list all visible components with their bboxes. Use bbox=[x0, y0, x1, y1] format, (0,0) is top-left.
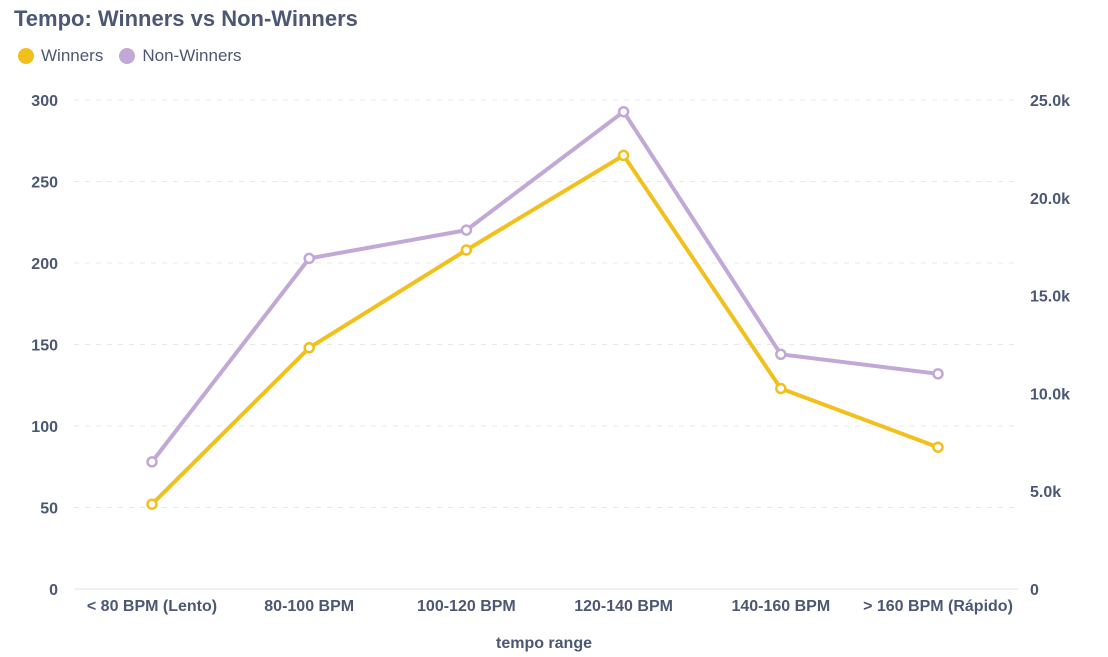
data-point-winners bbox=[146, 498, 158, 510]
data-point-non-winners bbox=[460, 224, 473, 236]
data-point-winners bbox=[303, 342, 315, 354]
legend-label-winners: Winners bbox=[41, 46, 104, 65]
data-point-non-winners bbox=[303, 252, 315, 265]
right-axis-ticks: 0 5.0k 10.0k 15.0k 20.0k 25.0k bbox=[1030, 93, 1070, 599]
x-tick-label: 100-120 BPM bbox=[417, 598, 516, 615]
legend-label-non-winners: Non-Winners bbox=[142, 46, 242, 65]
data-point-winners bbox=[775, 382, 787, 395]
series-line-non-winners bbox=[150, 109, 940, 464]
legend: Winners Non-Winners bbox=[18, 46, 258, 66]
legend-swatch-non-winners bbox=[119, 48, 136, 64]
right-tick-label: 5.0k bbox=[1030, 484, 1061, 501]
left-tick-label: 200 bbox=[31, 256, 58, 273]
series-line-winners bbox=[150, 153, 940, 507]
data-point-non-winners bbox=[932, 368, 944, 380]
legend-item-winners[interactable]: Winners bbox=[18, 46, 103, 66]
right-tick-label: 0 bbox=[1030, 582, 1039, 599]
x-tick-label: 120-140 BPM bbox=[574, 598, 673, 615]
left-tick-label: 0 bbox=[49, 582, 58, 599]
x-tick-label: < 80 BPM (Lento) bbox=[87, 598, 217, 615]
right-tick-label: 20.0k bbox=[1030, 191, 1070, 208]
data-point-winners bbox=[460, 244, 473, 256]
x-tick-label: 140-160 BPM bbox=[731, 598, 830, 615]
data-point-winners bbox=[932, 441, 944, 453]
right-tick-label: 10.0k bbox=[1030, 386, 1070, 403]
legend-swatch-winners bbox=[18, 48, 34, 64]
data-point-non-winners bbox=[775, 348, 787, 361]
left-tick-label: 250 bbox=[31, 175, 58, 192]
legend-item-non-winners[interactable]: Non-Winners bbox=[119, 46, 242, 66]
left-tick-label: 300 bbox=[31, 93, 58, 110]
right-tick-label: 25.0k bbox=[1030, 93, 1070, 110]
x-tick-label: > 160 BPM (Rápido) bbox=[863, 598, 1013, 615]
x-axis-title: tempo range bbox=[496, 635, 592, 652]
left-axis-ticks: 0 50 100 150 200 250 300 bbox=[31, 93, 58, 599]
left-tick-label: 100 bbox=[31, 419, 58, 436]
data-point-non-winners bbox=[617, 105, 630, 118]
chart-title: Tempo: Winners vs Non-Winners bbox=[14, 6, 358, 31]
data-point-non-winners bbox=[146, 456, 158, 468]
x-axis-ticks: < 80 BPM (Lento) 80-100 BPM 100-120 BPM 120… bbox=[87, 598, 1013, 615]
series-points bbox=[146, 105, 944, 510]
x-tick-label: 80-100 BPM bbox=[264, 598, 354, 615]
right-tick-label: 15.0k bbox=[1030, 289, 1070, 306]
left-tick-label: 50 bbox=[40, 501, 58, 518]
gridlines bbox=[74, 99, 1018, 590]
data-point-winners bbox=[617, 149, 630, 162]
series-lines bbox=[150, 109, 940, 507]
left-tick-label: 150 bbox=[31, 338, 58, 355]
